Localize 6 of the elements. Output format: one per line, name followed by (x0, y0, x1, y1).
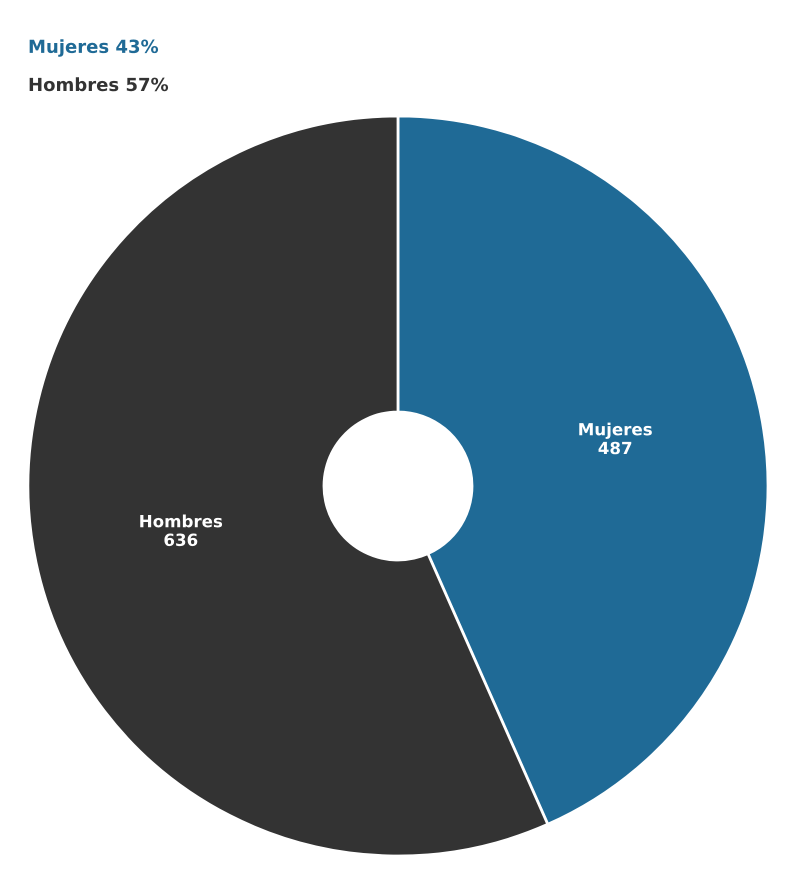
slice-label: Hombres (140, 514, 222, 528)
slice-label: Mujeres (579, 422, 652, 439)
text: Hombres 57% (30, 77, 168, 92)
text: Mujeres 43% (30, 39, 158, 57)
data-label: 636 (164, 533, 198, 546)
data-label: 487 (598, 442, 632, 454)
